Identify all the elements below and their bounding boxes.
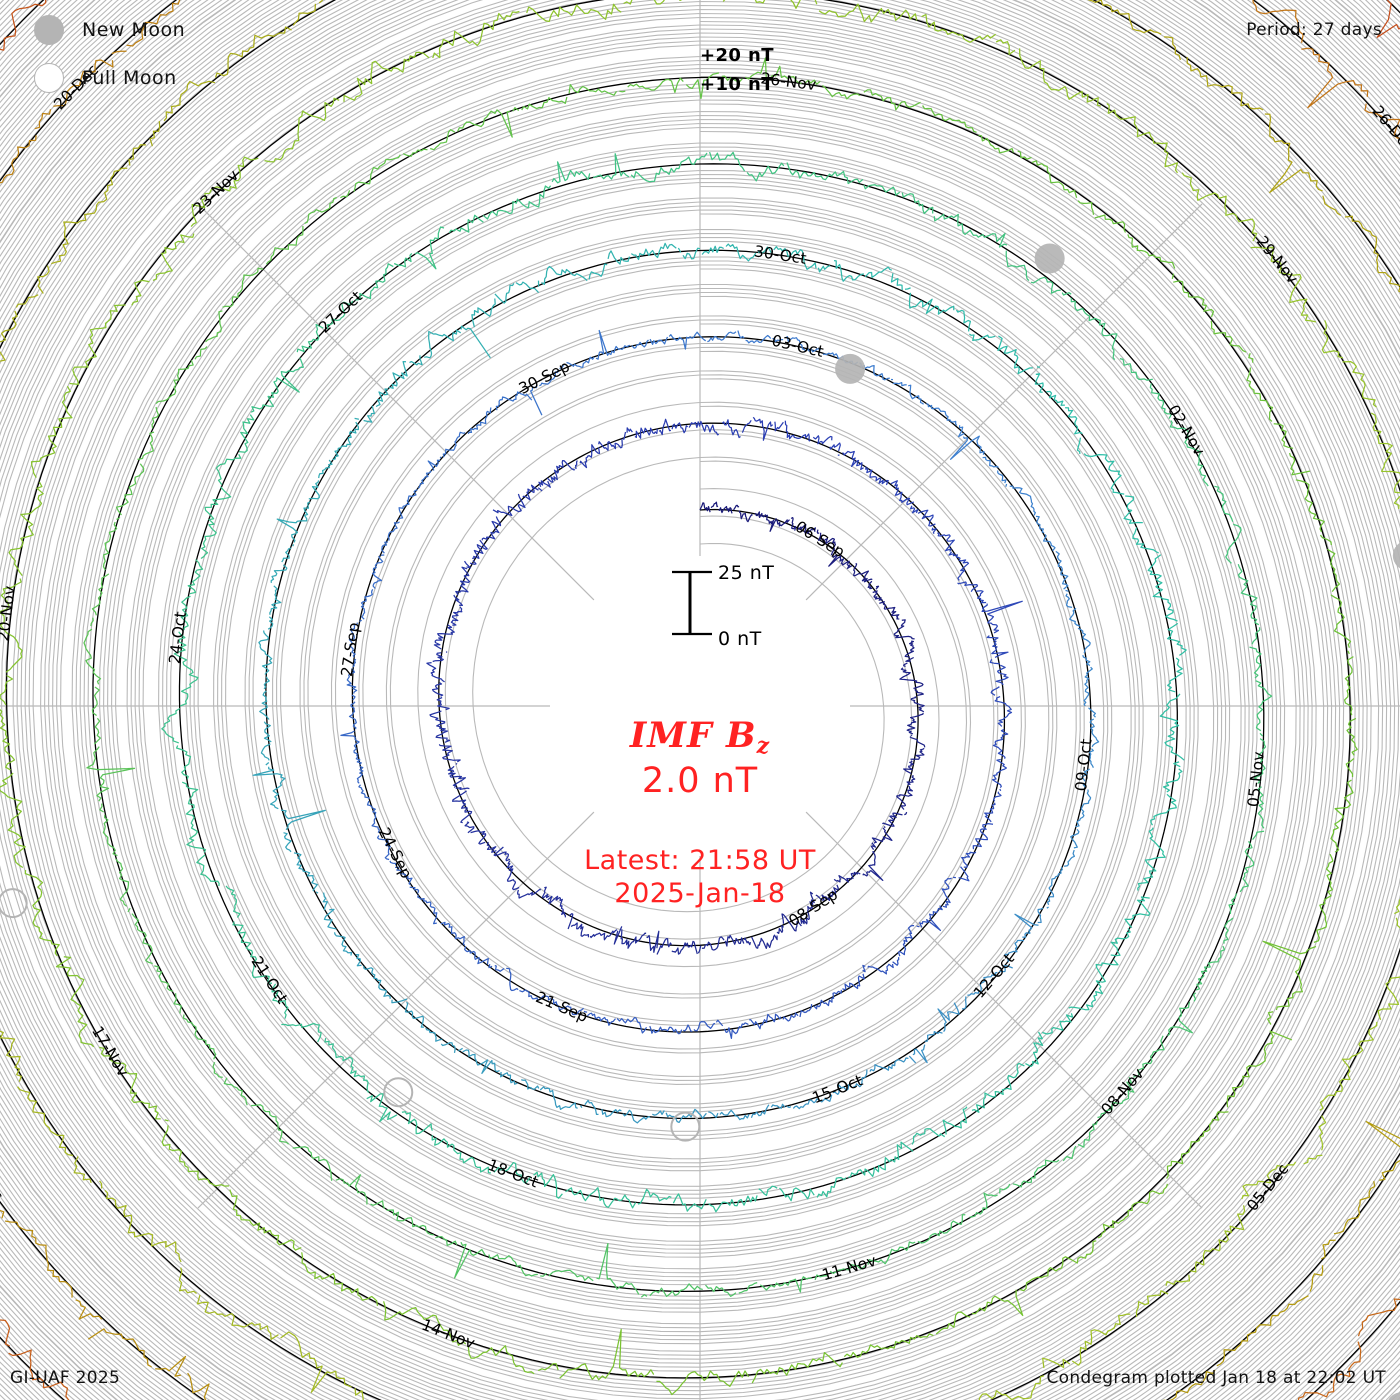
date-label: 29-Nov xyxy=(1253,233,1302,288)
date-label: 30-Sep xyxy=(516,357,573,398)
legend-row-new-moon: New Moon xyxy=(22,6,322,54)
moon-legend: New Moon Full Moon xyxy=(22,6,322,102)
new-moon-icon xyxy=(34,15,64,45)
moon-phase-markers xyxy=(0,243,1400,1400)
period-text: Period: 27 days xyxy=(1246,20,1382,40)
full-moon-label: Full Moon xyxy=(82,67,177,89)
date-label: 23-Nov xyxy=(190,166,243,217)
date-label: 30-Oct xyxy=(753,242,808,268)
scale-bar-bottom-label: 0 nT xyxy=(718,628,762,650)
full-moon-icon xyxy=(34,63,64,93)
new-moon-label: New Moon xyxy=(82,19,186,41)
date-label: 24-Oct xyxy=(166,611,190,665)
plotted-timestamp: Condegram plotted Jan 18 at 22:02 UT xyxy=(1046,1368,1386,1388)
legend-row-full-moon: Full Moon xyxy=(22,54,322,102)
date-label: 21-Sep xyxy=(533,988,590,1026)
date-label: 26-Dec xyxy=(1368,102,1400,156)
date-label: 03-Oct xyxy=(770,331,825,361)
scale-bar-top-label: 25 nT xyxy=(718,562,775,584)
date-label: 05-Nov xyxy=(1244,751,1268,808)
date-label: 09-Oct xyxy=(1072,738,1096,792)
date-label: 06-Sep xyxy=(792,517,848,561)
credit-text: GI-UAF 2025 xyxy=(10,1368,121,1388)
amplitude-scale-bar xyxy=(672,570,712,636)
gridline-label-20nt: +20 nT xyxy=(700,45,774,66)
date-label: 15-Oct xyxy=(810,1071,865,1107)
date-label: 08-Sep xyxy=(786,885,842,930)
date-label: 24-Sep xyxy=(375,825,416,882)
date-label: 14-Nov xyxy=(419,1316,477,1353)
gridline-label-10nt: +10 nT xyxy=(700,74,774,95)
